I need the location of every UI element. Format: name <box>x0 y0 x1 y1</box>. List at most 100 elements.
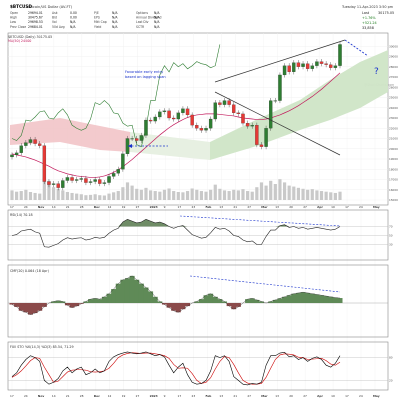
volume-bar <box>273 184 277 200</box>
volume-bar <box>153 191 157 200</box>
stat-label: Low <box>10 20 17 24</box>
date-tick-label: 27 <box>303 394 307 398</box>
annotations: Favorable early entry based on lagging s… <box>125 39 379 156</box>
last-label: Last <box>362 11 370 15</box>
candle-down <box>236 112 241 114</box>
date-tick-label: 14 <box>52 205 56 209</box>
volume-bar <box>264 185 268 200</box>
cloud-mid <box>130 132 210 160</box>
cmf-bar-positive <box>148 291 154 303</box>
stat-label: Open <box>10 11 18 15</box>
candle-up <box>74 179 79 181</box>
candle-down <box>319 61 324 64</box>
price-legend: $BTCUSD (Daily) 30175.05 <box>8 35 52 39</box>
volume-bar <box>329 192 333 200</box>
candle-up <box>264 128 268 147</box>
stat-value: N/A <box>154 16 160 20</box>
candle-down <box>98 179 102 184</box>
cmf-bar-positive <box>55 300 61 303</box>
candle-down <box>135 138 139 141</box>
rsi-panel-frame <box>7 209 389 261</box>
candle-down <box>33 139 37 144</box>
pct-change: +1.76% <box>362 16 376 20</box>
candle-up <box>158 111 162 118</box>
stat-value: 30475.67 <box>28 16 43 20</box>
stoch-label: FUll STO %K(14,3) %D(3) 85.54, 71.29 <box>10 345 74 349</box>
cmf-bar-positive <box>83 301 89 303</box>
volume-bar <box>158 191 162 200</box>
date-tick-label: Apr <box>317 205 323 209</box>
candle-up <box>315 61 319 66</box>
stoch-d-line <box>11 352 341 385</box>
price-tick-label: 21000 <box>389 137 398 141</box>
volume-bar <box>130 185 134 200</box>
volume-bar <box>176 192 180 200</box>
candle-up <box>130 138 134 140</box>
price-tick-label: 25000 <box>389 96 398 100</box>
cmf-bar-negative <box>18 303 24 311</box>
date-tick-label: 21 <box>233 394 237 398</box>
stat-value: N/A <box>70 20 76 24</box>
candle-down <box>287 65 291 72</box>
cmf-bar-positive <box>97 299 103 303</box>
volume-bar <box>135 188 139 200</box>
cmf-bar-positive <box>328 296 334 303</box>
cmf-bar-negative <box>37 303 43 311</box>
volume-bar <box>292 186 296 200</box>
volume-bar <box>148 190 153 200</box>
volume-bar <box>162 189 167 200</box>
cmf-bar-positive <box>245 299 251 303</box>
price-tick-label: 20000 <box>389 147 398 151</box>
volume-bar <box>204 191 208 200</box>
cmf-bar-positive <box>88 299 94 303</box>
date-tick-label: 17 <box>10 394 14 398</box>
volume-bar <box>61 190 65 200</box>
date-tick-label: 27 <box>247 205 251 209</box>
volume-bar <box>241 189 245 200</box>
price-tick-label: 16000 <box>389 188 398 192</box>
lagging-span <box>11 44 221 148</box>
price-tick-label: 23000 <box>389 116 398 120</box>
date-tick-label: 24 <box>359 394 363 398</box>
volume-bar <box>84 195 88 200</box>
candle-up <box>162 110 167 112</box>
cmf-bar-negative <box>14 303 20 307</box>
cmf-label: CMF(20) 0.064 (18 Apr) <box>10 269 49 273</box>
volume-bar <box>259 182 264 200</box>
cmf-bar-negative <box>27 303 33 315</box>
price-tick-label: 22000 <box>389 126 398 130</box>
candle-up <box>333 65 338 68</box>
cmf-bar-positive <box>106 293 112 303</box>
cmf-bar-positive <box>129 275 135 303</box>
cmf-bar-negative <box>185 303 191 307</box>
question-mark: ? <box>374 67 379 77</box>
stat-label: Options <box>136 11 148 15</box>
volume-bar <box>306 189 310 200</box>
stat-label: Vol <box>52 20 57 24</box>
cmf-bar-negative <box>78 303 84 304</box>
candle-up <box>208 118 213 129</box>
cmf-bar-positive <box>319 295 325 303</box>
date-tick-label: 19 <box>122 205 126 209</box>
candle-down <box>42 145 47 182</box>
cmf-bar-positive <box>254 299 260 303</box>
volume-bar <box>213 184 217 200</box>
date-tick-label: 2023 <box>150 205 158 209</box>
cmf-bar-positive <box>101 296 107 303</box>
candle-down <box>232 104 236 113</box>
stoch-tick-label: 20 <box>389 378 393 382</box>
date-tick-label: 12 <box>108 205 112 209</box>
volume-bar <box>107 193 111 200</box>
cmf-line <box>11 275 341 315</box>
candle-down <box>148 119 153 122</box>
cmf-bar-negative <box>9 303 15 305</box>
lagging-line <box>11 44 221 148</box>
date-tick-label: Mar <box>261 394 268 398</box>
stat-value: N/A <box>154 20 160 24</box>
date-tick-label: Feb <box>205 205 211 209</box>
cmf-bar-positive <box>314 294 320 303</box>
date-tick-label: 13 <box>219 205 223 209</box>
cmf-bar-negative <box>74 303 80 307</box>
date-tick-label: 27 <box>247 394 251 398</box>
candle-up <box>222 100 227 105</box>
